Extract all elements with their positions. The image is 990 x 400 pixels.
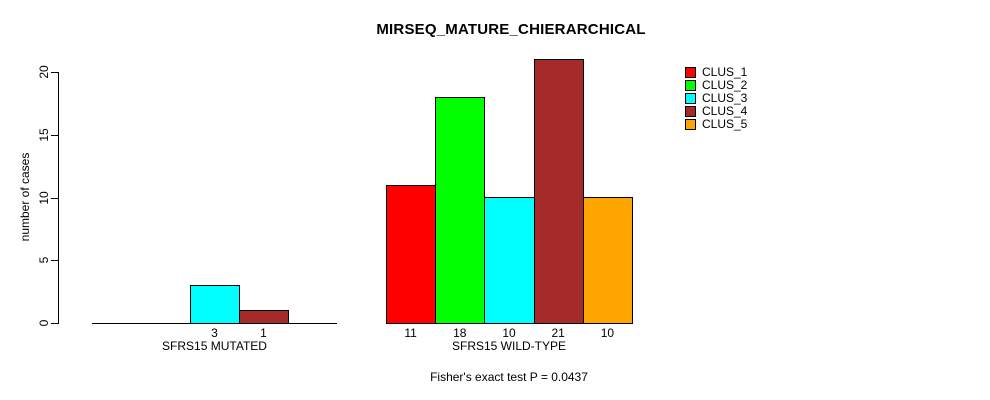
y-axis-tick-label: 5 <box>37 256 51 264</box>
bar-clus_4 <box>534 59 584 324</box>
bar-clus_3 <box>190 285 240 324</box>
y-axis-line <box>58 72 59 324</box>
bar-value-label: 3 <box>211 326 218 340</box>
y-axis-tick <box>51 134 58 136</box>
bar-clus_2 <box>435 97 485 324</box>
group-label: SFRS15 MUTATED <box>162 339 267 353</box>
legend-swatch-clus_5 <box>685 119 696 130</box>
y-axis-tick <box>51 72 58 73</box>
y-axis-tick-label: 10 <box>37 190 51 205</box>
group-label: SFRS15 WILD-TYPE <box>451 339 567 353</box>
legend-swatch-clus_4 <box>685 106 696 117</box>
bar-clus_3 <box>484 197 535 324</box>
legend-swatch-clus_1 <box>685 67 696 78</box>
bar-value-label: 10 <box>600 326 615 340</box>
bar-clus_4 <box>239 310 289 324</box>
bar-value-label: 18 <box>453 326 467 340</box>
y-axis-label: number of cases <box>18 152 32 242</box>
bar-value-label: 21 <box>551 326 565 340</box>
bar-value-label: 1 <box>260 326 267 340</box>
legend-swatch-clus_3 <box>685 93 696 104</box>
legend-label-clus_4: CLUS_4 <box>702 104 748 118</box>
y-axis-tick <box>51 323 58 324</box>
legend-label-clus_1: CLUS_1 <box>702 65 748 79</box>
y-axis-tick-label: 15 <box>37 128 51 142</box>
y-axis-tick <box>51 197 58 199</box>
bar-clus_5 <box>583 197 633 324</box>
legend-label-clus_5: CLUS_5 <box>702 117 748 131</box>
legend-label-clus_2: CLUS_2 <box>702 78 748 92</box>
bar-clus_1 <box>386 185 436 324</box>
bar-value-label: 10 <box>502 326 516 340</box>
y-axis-tick-label: 20 <box>37 65 51 79</box>
legend-swatch-clus_2 <box>685 80 696 91</box>
fisher-test-annotation: Fisher's exact test P = 0.0437 <box>430 370 588 384</box>
bar-value-label: 11 <box>404 326 417 340</box>
y-axis-tick-label: 0 <box>37 319 51 327</box>
y-axis-tick <box>51 260 58 262</box>
chart-title: MIRSEQ_MATURE_CHIERARCHICAL <box>376 21 646 38</box>
legend-label-clus_3: CLUS_3 <box>702 91 748 105</box>
